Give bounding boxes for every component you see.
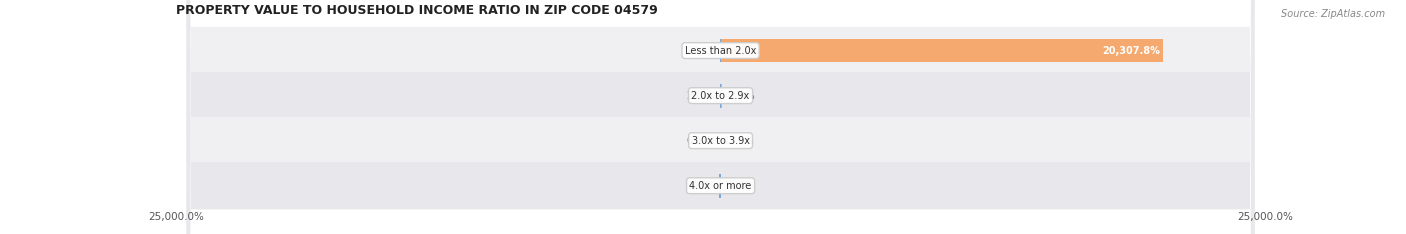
Text: 2.0x to 2.9x: 2.0x to 2.9x bbox=[692, 91, 749, 101]
Text: Source: ZipAtlas.com: Source: ZipAtlas.com bbox=[1281, 9, 1385, 19]
Bar bbox=[721, 39, 1163, 62]
Text: 20.3%: 20.3% bbox=[686, 46, 717, 56]
FancyBboxPatch shape bbox=[187, 0, 1254, 234]
Text: 42.8%: 42.8% bbox=[724, 91, 755, 101]
Text: 28.1%: 28.1% bbox=[686, 91, 717, 101]
FancyBboxPatch shape bbox=[187, 0, 1254, 234]
Text: 4.0x or more: 4.0x or more bbox=[689, 181, 752, 191]
Text: 14.3%: 14.3% bbox=[724, 181, 755, 191]
Text: 15.0%: 15.0% bbox=[724, 136, 755, 146]
FancyBboxPatch shape bbox=[187, 0, 1254, 234]
Text: 3.0x to 3.9x: 3.0x to 3.9x bbox=[692, 136, 749, 146]
Text: PROPERTY VALUE TO HOUSEHOLD INCOME RATIO IN ZIP CODE 04579: PROPERTY VALUE TO HOUSEHOLD INCOME RATIO… bbox=[176, 4, 658, 17]
Text: 0.97%: 0.97% bbox=[686, 136, 717, 146]
Text: 50.7%: 50.7% bbox=[686, 181, 716, 191]
Text: 20,307.8%: 20,307.8% bbox=[1102, 46, 1160, 56]
Text: Less than 2.0x: Less than 2.0x bbox=[685, 46, 756, 56]
FancyBboxPatch shape bbox=[187, 0, 1254, 234]
